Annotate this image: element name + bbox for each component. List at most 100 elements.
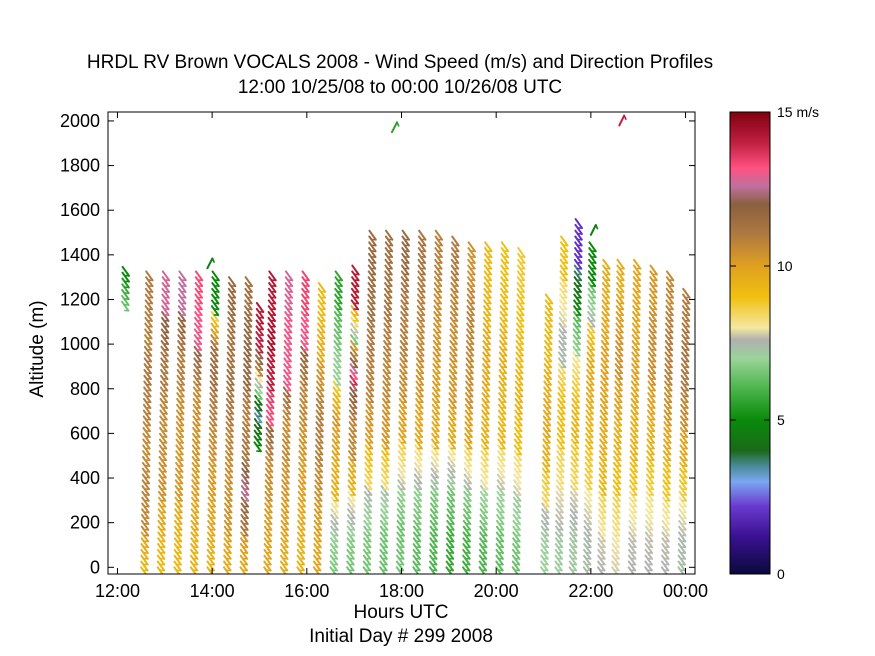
wind-barb bbox=[173, 537, 183, 549]
wind-barb bbox=[598, 479, 607, 491]
wind-barb bbox=[224, 496, 233, 508]
wind-barb bbox=[430, 502, 439, 514]
wind-barb bbox=[414, 467, 423, 479]
wind-barb bbox=[381, 421, 391, 433]
wind-barb bbox=[331, 427, 341, 438]
wind-barb bbox=[515, 351, 524, 363]
wind-barb bbox=[193, 334, 203, 346]
wind-barb bbox=[612, 514, 621, 525]
wind-barb bbox=[430, 467, 439, 479]
wind-barb bbox=[414, 438, 423, 450]
wind-barb bbox=[313, 531, 322, 543]
wind-barb bbox=[299, 374, 309, 386]
wind-barb bbox=[629, 450, 639, 462]
wind-barb bbox=[630, 398, 639, 409]
wind-barb bbox=[587, 299, 596, 311]
wind-barb bbox=[629, 490, 638, 502]
wind-barb bbox=[282, 432, 291, 444]
wind-barb bbox=[543, 398, 552, 409]
wind-barb bbox=[206, 548, 216, 560]
wind-barb bbox=[225, 427, 234, 438]
wind-barb bbox=[463, 485, 472, 496]
wind-barb bbox=[329, 566, 337, 574]
wind-barb bbox=[584, 450, 594, 462]
wind-barb bbox=[282, 398, 292, 409]
wind-barb bbox=[479, 531, 488, 543]
wind-barb bbox=[544, 305, 554, 317]
wind-barb bbox=[433, 311, 442, 322]
wind-barb bbox=[264, 490, 273, 502]
wind-barb bbox=[190, 502, 200, 514]
wind-barb bbox=[363, 537, 372, 549]
wind-barb bbox=[445, 543, 455, 554]
wind-barb bbox=[209, 374, 219, 386]
wind-barb bbox=[449, 311, 459, 322]
wind-barb bbox=[628, 531, 637, 543]
wind-barb bbox=[300, 345, 309, 357]
wind-barb bbox=[379, 548, 388, 560]
wind-barb bbox=[679, 438, 688, 450]
wind-barb bbox=[266, 386, 275, 398]
wind-barb bbox=[350, 293, 360, 305]
wind-barb bbox=[189, 560, 199, 572]
wind-barb bbox=[381, 432, 390, 444]
wind-barb bbox=[380, 519, 389, 531]
wind-barb bbox=[268, 282, 277, 293]
wind-barb bbox=[496, 508, 505, 520]
wind-barb bbox=[665, 311, 674, 322]
wind-barb bbox=[541, 467, 551, 479]
wind-barb bbox=[417, 282, 426, 293]
wind-barb bbox=[516, 276, 526, 288]
wind-barb bbox=[399, 363, 408, 375]
wind-barb bbox=[644, 566, 652, 574]
wind-barb bbox=[646, 415, 656, 427]
wind-barb bbox=[572, 345, 581, 357]
wind-barb bbox=[513, 461, 522, 473]
wind-barb bbox=[413, 525, 422, 537]
wind-barb bbox=[630, 409, 639, 421]
wind-barb bbox=[227, 311, 236, 322]
wind-barb bbox=[298, 444, 307, 456]
wind-barb bbox=[281, 473, 290, 485]
wind-barb bbox=[665, 287, 675, 299]
wind-barb bbox=[585, 432, 594, 444]
wind-barb bbox=[559, 287, 568, 299]
wind-barb bbox=[479, 543, 488, 554]
wind-barb bbox=[383, 322, 392, 334]
wind-barb bbox=[140, 519, 150, 531]
wind-barb bbox=[648, 351, 657, 363]
wind-barb bbox=[600, 392, 609, 404]
wind-barb bbox=[465, 369, 474, 380]
wind-barb bbox=[284, 311, 293, 322]
wind-barb bbox=[397, 490, 406, 502]
wind-barb bbox=[496, 473, 506, 485]
wind-barb bbox=[560, 241, 569, 253]
wind-barb bbox=[574, 229, 583, 241]
wind-barb bbox=[381, 409, 391, 421]
wind-barb bbox=[433, 282, 443, 293]
wind-barb bbox=[223, 525, 233, 537]
wind-barb bbox=[662, 485, 671, 496]
chart-title: HRDL RV Brown VOCALS 2008 - Wind Speed (… bbox=[86, 52, 714, 73]
wind-barb bbox=[242, 398, 251, 409]
wind-barb bbox=[513, 467, 522, 479]
wind-barb bbox=[223, 554, 232, 566]
wind-barb bbox=[331, 438, 341, 450]
wind-barb bbox=[176, 374, 185, 386]
wind-barb bbox=[417, 293, 426, 305]
wind-barb bbox=[433, 328, 442, 340]
wind-barb bbox=[480, 432, 490, 444]
wind-barb bbox=[347, 496, 356, 508]
wind-barb bbox=[615, 328, 624, 340]
wind-barb bbox=[481, 409, 490, 421]
wind-barb bbox=[398, 409, 407, 421]
wind-barb bbox=[573, 299, 582, 311]
wind-barb bbox=[380, 490, 389, 502]
wind-barb bbox=[664, 334, 674, 346]
wind-barb bbox=[223, 566, 230, 574]
wind-barb bbox=[417, 247, 427, 259]
wind-barb bbox=[417, 258, 426, 270]
wind-barb bbox=[679, 456, 688, 467]
wind-barb bbox=[648, 305, 658, 317]
wind-barb bbox=[279, 560, 289, 572]
